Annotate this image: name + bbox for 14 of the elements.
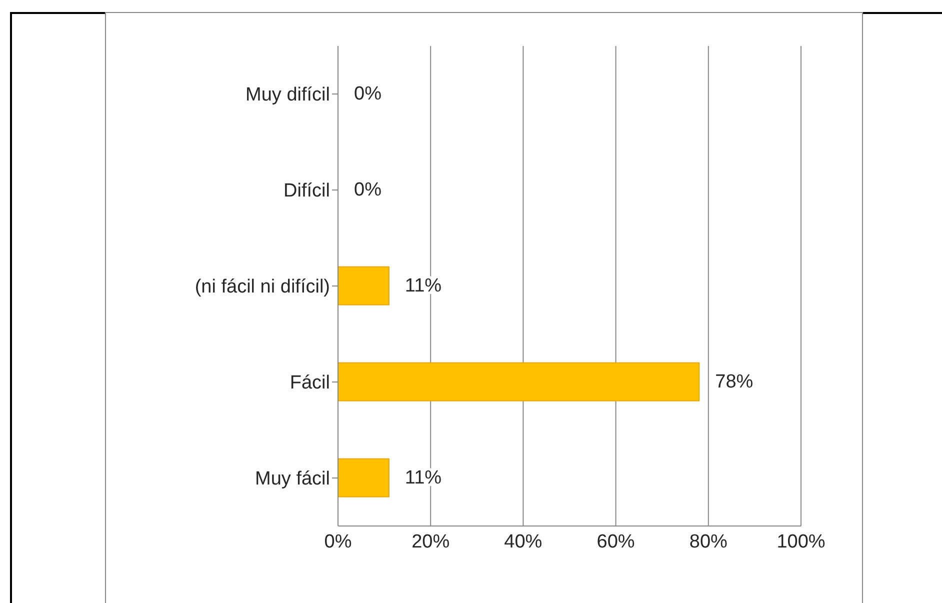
x-tick-label: 40% (504, 531, 542, 552)
y-tick-label: Muy fácil (255, 468, 330, 490)
x-tick-label: 100% (776, 531, 826, 552)
y-tick-label: Difícil (284, 180, 330, 202)
x-tick-label: 0% (324, 531, 352, 552)
data-label: 78% (715, 371, 754, 392)
x-tick-label: 60% (596, 531, 635, 552)
y-tick-label: Fácil (290, 372, 330, 394)
x-tick-label: 20% (412, 531, 450, 552)
x-tick-label: 80% (689, 531, 728, 552)
y-tick-label: (ni fácil ni difícil) (194, 276, 330, 298)
data-label: 0% (354, 179, 382, 200)
y-tick-label: Muy difícil (246, 84, 330, 106)
data-label: 0% (354, 83, 382, 104)
